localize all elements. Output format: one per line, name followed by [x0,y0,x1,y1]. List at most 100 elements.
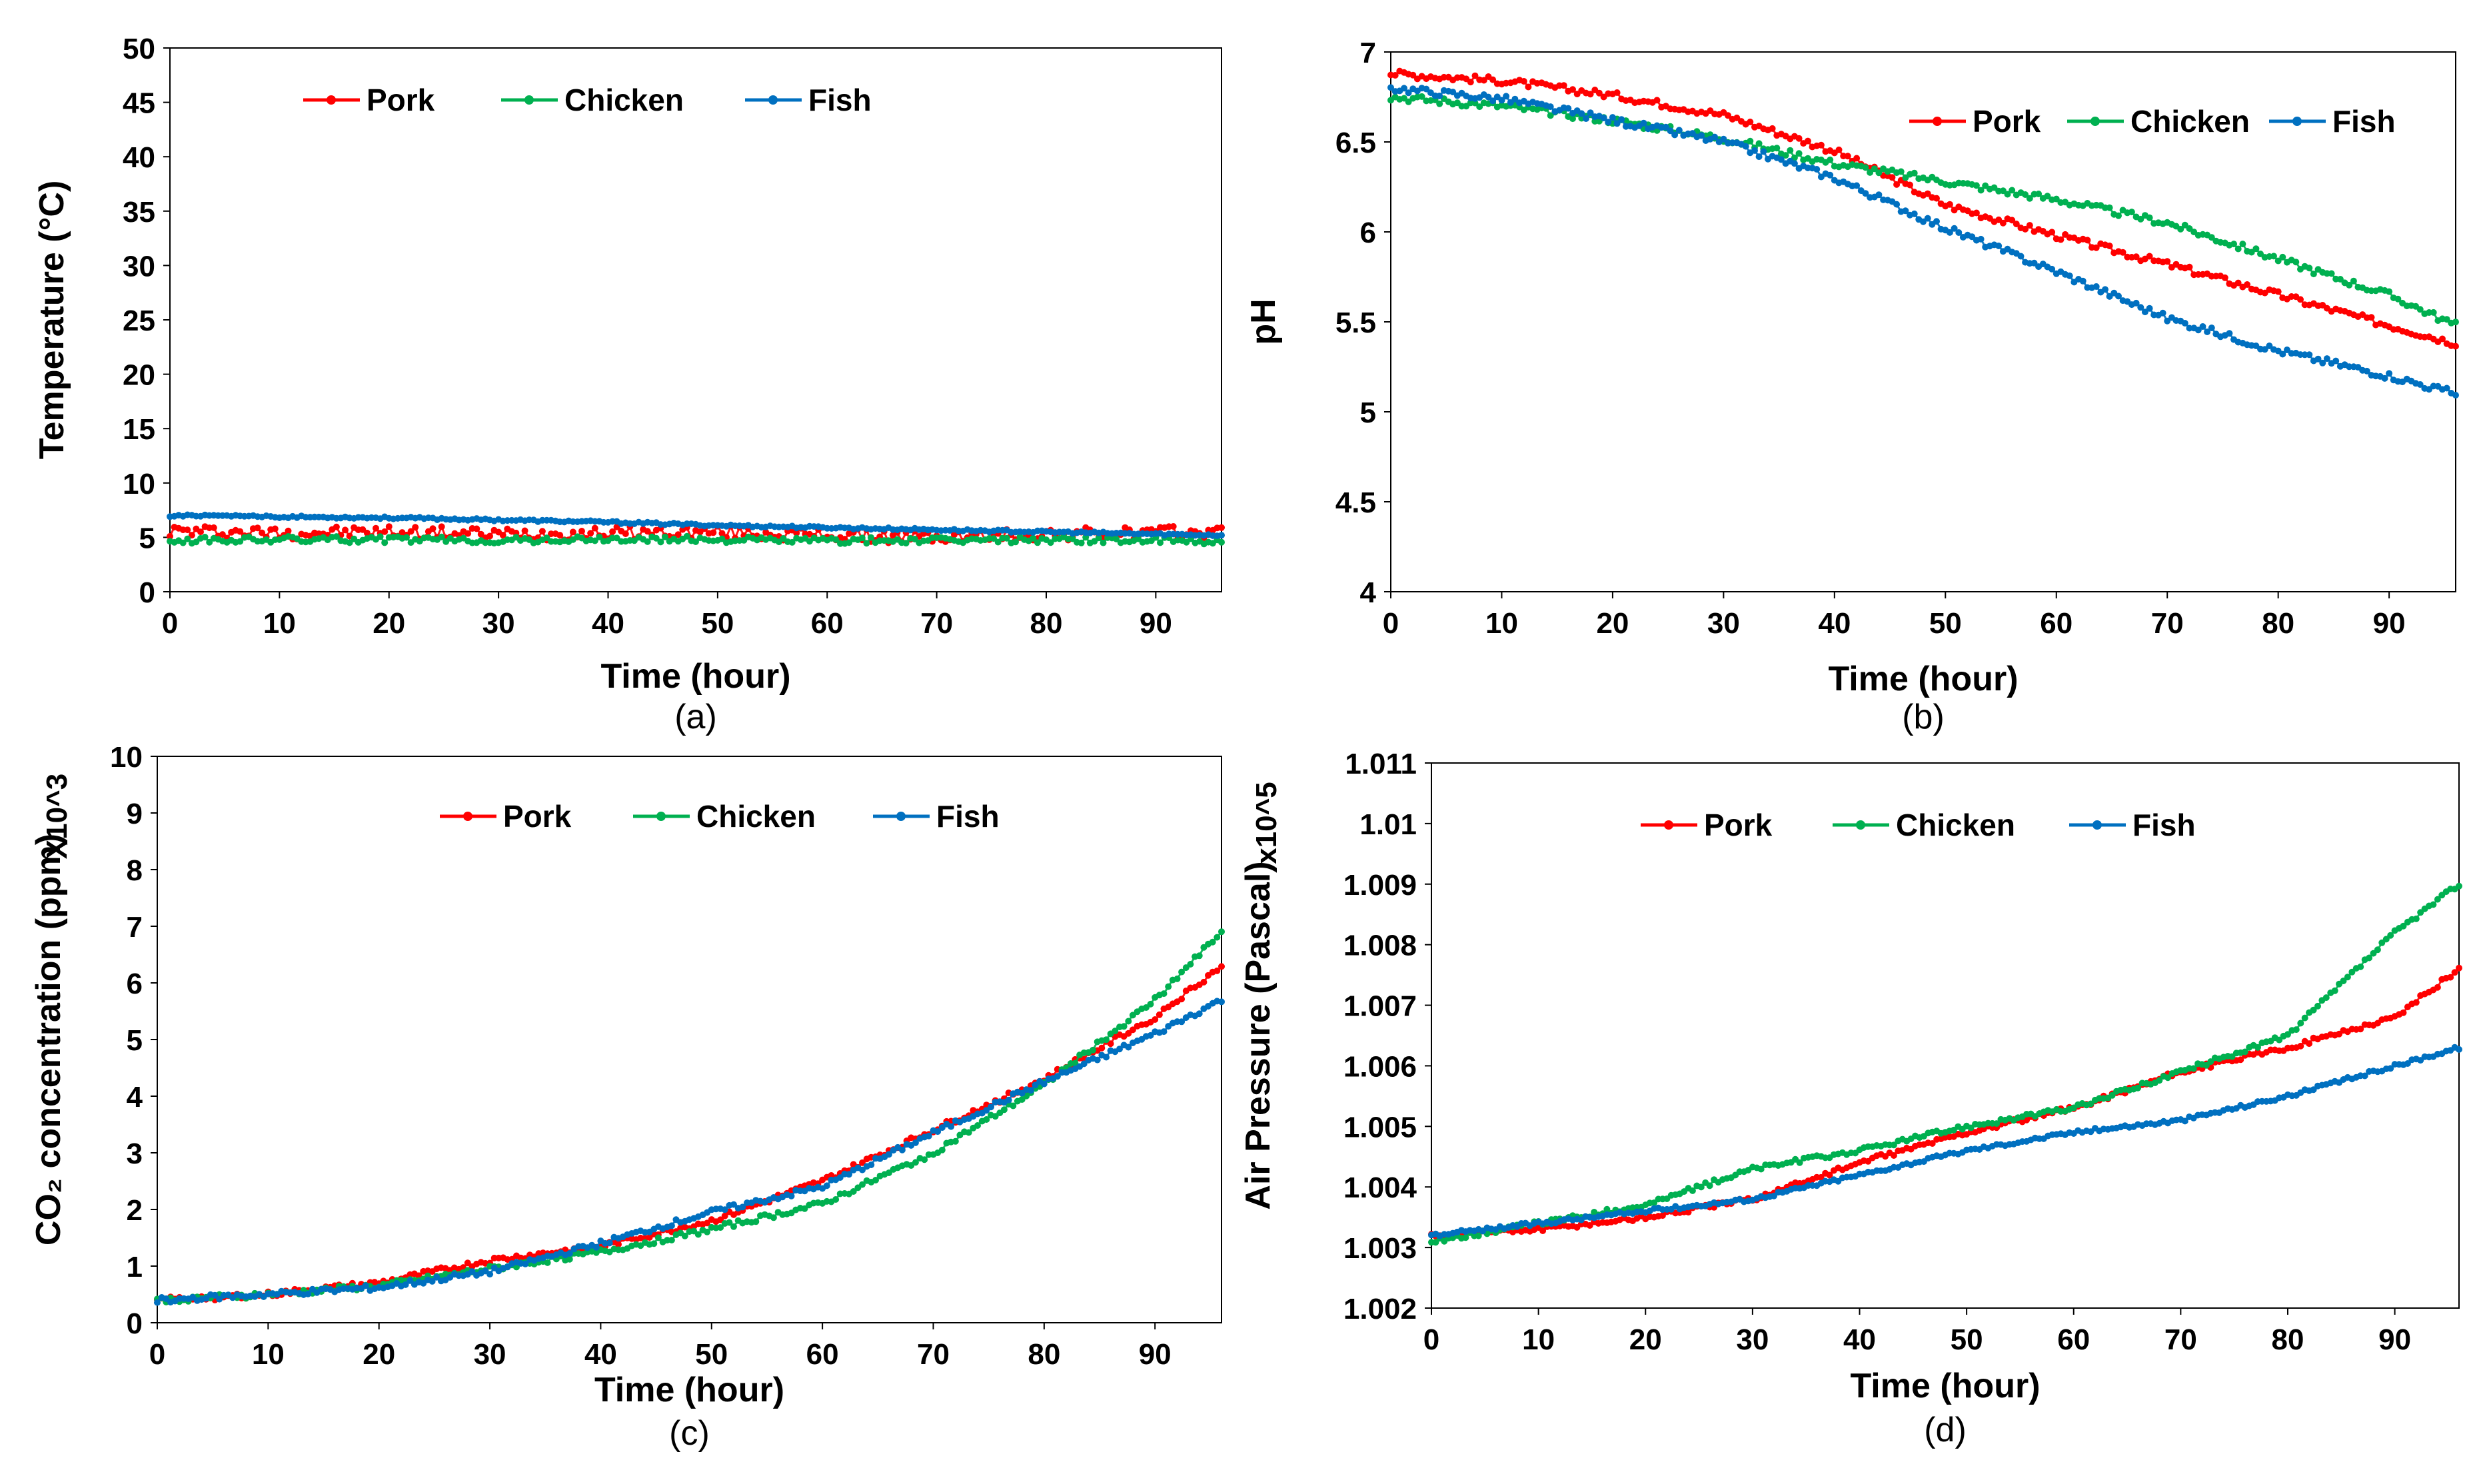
data-point [429,525,436,532]
y-tick-label: 10 [110,741,143,774]
data-point [1796,1159,1803,1166]
data-point [2181,1117,2188,1125]
data-point [846,1171,852,1178]
legend-item-fish: Fish [873,799,1000,834]
series-line [157,966,1223,1303]
plot-frame [169,47,1222,592]
legend-item-fish: Fish [2069,808,2196,842]
legend-marker [1664,820,1673,830]
legend-label: Fish [808,83,872,117]
data-point [2306,1040,2313,1048]
data-point [1170,523,1177,530]
data-point [1893,201,1901,208]
data-point [2412,915,2420,922]
data-point [237,538,244,545]
data-point [1742,143,1749,150]
data-point [2400,1009,2407,1016]
x-tick-label: 10 [252,1338,285,1371]
y-tick-label: 1.008 [1343,930,1417,962]
data-point [1853,182,1861,189]
data-point [2301,1014,2308,1022]
data-point [2115,212,2122,219]
data-point [1187,961,1194,968]
series-fish [1428,1044,2462,1239]
data-point [1449,89,1457,96]
data-point [381,539,389,546]
data-point [1769,125,1776,132]
series-line [156,1000,1222,1303]
data-point [2456,1046,2462,1053]
data-point [412,524,419,531]
data-point [1405,89,1412,97]
data-point [2361,1072,2368,1080]
data-point [1782,152,1789,159]
y-tick-label: 1.006 [1343,1050,1417,1083]
data-point [1475,1232,1482,1239]
data-point [1156,1011,1163,1018]
data-point [254,524,261,532]
data-point [1432,1239,1439,1246]
data-point [1112,1028,1119,1035]
data-point [2452,343,2459,350]
data-point [2066,272,2073,279]
data-point [210,524,217,531]
data-point [1125,1018,1132,1025]
data-point [1485,93,1492,101]
data-point [2261,346,2268,353]
data-point [2314,1002,2321,1010]
data-point [921,1156,928,1163]
legend-label: Chicken [696,799,816,834]
data-point [2234,245,2242,253]
y-tick-label: 1.009 [1343,869,1417,902]
data-point [1603,1205,1611,1213]
data-point [346,539,353,546]
data-point [788,1192,795,1199]
data-point [2276,1036,2283,1044]
data-point [2439,335,2446,343]
data-point [1817,141,1825,149]
y-tick-label: 15 [123,413,155,446]
data-point [1893,181,1901,188]
data-point [2416,306,2424,313]
data-point [596,533,603,540]
data-point [1685,1209,1692,1216]
data-point [650,1240,658,1247]
data-point [868,1161,875,1168]
data-point [1196,1010,1203,1018]
data-point [197,528,204,536]
data-point [832,536,840,543]
data-point [206,538,213,546]
data-point [2350,277,2357,285]
data-point [1613,120,1621,127]
x-axis-label: Time (hour) [1828,660,2018,698]
data-point [2132,299,2140,307]
legend-marker [1856,820,1865,830]
chart-panel-b: 0 10 20 30 40 50 60 70 80 90 4 4.5 5 5.5 6 6.5 7 Time (ho… [1244,37,2459,736]
x-tick-label: 80 [2262,607,2294,640]
series-line [1431,967,2460,1238]
data-point [1977,187,1985,194]
x-tick-label: 50 [1929,607,1962,640]
data-point [1826,1171,1833,1179]
data-point [486,532,493,540]
data-point [2292,259,2300,266]
data-point [569,528,576,536]
data-point [1218,963,1225,970]
data-point [1090,1046,1096,1054]
data-point [668,1222,675,1229]
data-point [2199,323,2206,330]
x-tick-label: 30 [1707,607,1740,640]
data-point [2164,258,2171,265]
data-point [898,1146,906,1153]
legend-item-fish: Fish [745,83,872,117]
data-point [1480,77,1487,84]
data-point [1813,166,1821,173]
data-point [2049,265,2056,273]
data-point [1032,1082,1039,1089]
data-point [902,540,910,547]
data-point [385,523,393,530]
x-tick-label: 80 [1028,1338,1060,1371]
x-tick-label: 30 [482,607,515,640]
data-point [2204,329,2211,335]
